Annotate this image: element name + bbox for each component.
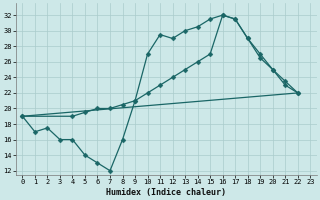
X-axis label: Humidex (Indice chaleur): Humidex (Indice chaleur) <box>106 188 226 197</box>
